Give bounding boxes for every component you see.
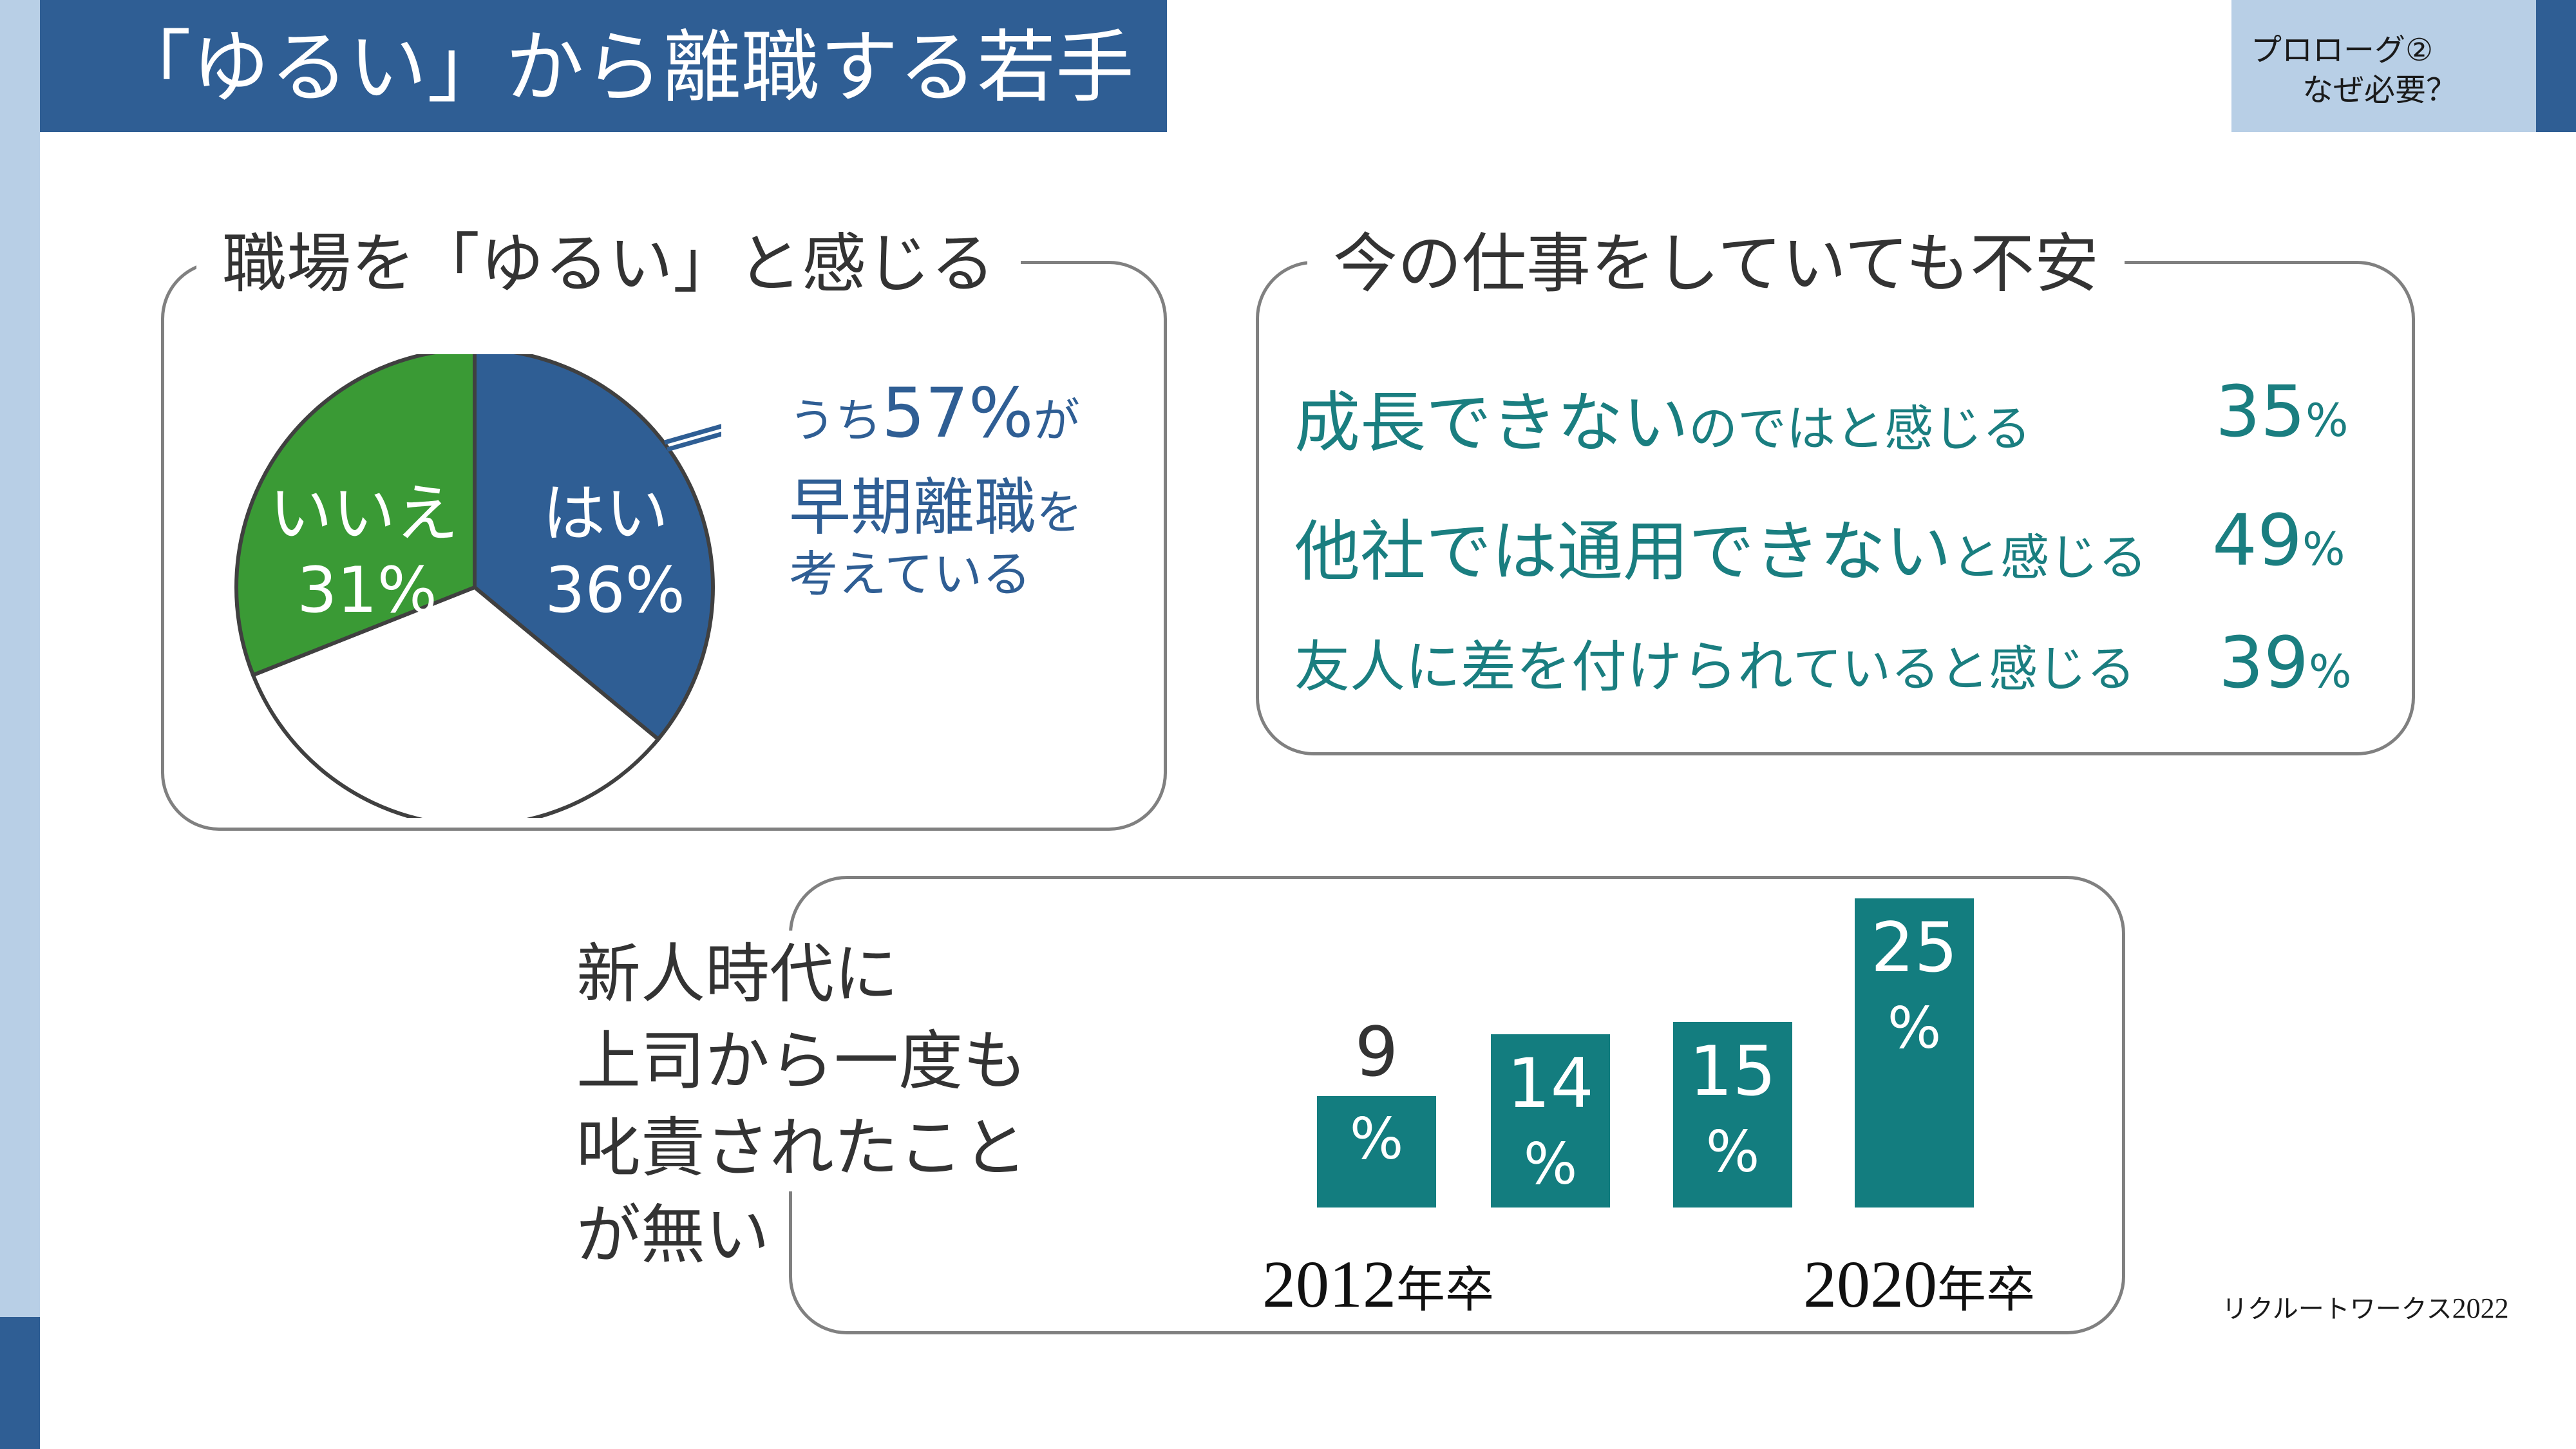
pie-label-yes: はい xyxy=(542,477,668,551)
callout-line-1: うち57%が xyxy=(789,374,1080,453)
prologue-tag xyxy=(2231,0,2536,132)
bar-percent-label: % xyxy=(1349,1106,1404,1172)
pie-slice-no xyxy=(234,354,477,678)
anxiety-panel-title: 今の仕事をしていても不安 xyxy=(1307,222,2125,306)
callout-main: 早期離職 xyxy=(789,471,1036,544)
prologue-subtitle: なぜ必要？ xyxy=(2302,72,2458,108)
callout-post: が xyxy=(1033,393,1080,448)
year-suffix: 年卒 xyxy=(1396,1261,1494,1318)
bar-question-line: 新人時代に xyxy=(576,931,898,1018)
anxiety-percent-value: 35 xyxy=(2215,370,2306,453)
percent-sign: % xyxy=(2308,645,2352,698)
anxiety-percent-value: 39 xyxy=(2219,621,2309,704)
year-label-2012: 2012年卒 xyxy=(1262,1246,1494,1323)
prologue-label: プロローグ② xyxy=(2251,32,2434,68)
bar-percent-label: % xyxy=(1705,1119,1760,1185)
bar-percent-label: % xyxy=(1887,995,1942,1061)
year-label-2020: 2020年卒 xyxy=(1803,1246,2035,1323)
right-accent-bar xyxy=(2536,0,2576,132)
anxiety-item-main: 友人に差を付けられ xyxy=(1294,635,1793,699)
bar-25 xyxy=(1855,898,1974,1208)
anxiety-item: 友人に差を付けられていると感じる xyxy=(1294,621,2136,702)
anxiety-item: 成長できないのではと感じる xyxy=(1294,370,2031,465)
percent-sign: % xyxy=(2305,394,2349,447)
title-banner xyxy=(40,0,1167,132)
bar-question-line: 叱責されたこと xyxy=(576,1104,1027,1191)
callout-pre: うち xyxy=(789,393,882,448)
source-year: 2022 xyxy=(2452,1293,2509,1324)
bar-value-label: 9 xyxy=(1354,1012,1399,1092)
bar-value-label: 15 xyxy=(1689,1032,1776,1111)
anxiety-percent-value: 49 xyxy=(2212,499,2302,582)
callout-line-3: 考えている xyxy=(789,545,1032,603)
anxiety-item-tail: ていると感じる xyxy=(1793,640,2136,697)
percent-sign: % xyxy=(2302,523,2345,576)
source-name: リクルートワークス xyxy=(2222,1294,2452,1324)
pie-slice-other xyxy=(251,585,661,818)
callout-value: 57% xyxy=(882,374,1034,453)
bar-value-label: 25 xyxy=(1871,908,1958,987)
year-number: 2012 xyxy=(1262,1247,1396,1321)
slide-title: 「ゆるい」から離職する若手 xyxy=(113,22,1134,113)
anxiety-item-main: 成長できない xyxy=(1294,385,1689,462)
anxiety-item-tail: のではと感じる xyxy=(1689,400,2031,457)
bar-percent-label: % xyxy=(1523,1131,1578,1197)
anxiety-percent: 49% xyxy=(2212,499,2345,582)
pie-slice-yes xyxy=(473,354,715,743)
pie-chart xyxy=(234,354,721,818)
anxiety-percent: 35% xyxy=(2215,370,2349,453)
bar-value-label: 14 xyxy=(1507,1044,1594,1123)
pie-value-no: 31% xyxy=(297,554,437,627)
pie-panel-title: 職場を「ゆるい」と感じる xyxy=(196,222,1021,306)
pie-label-no: いいえ xyxy=(269,477,459,551)
left-accent-bar xyxy=(0,0,40,1449)
anxiety-item-tail: と感じる xyxy=(1951,529,2147,586)
pie-value-yes: 36% xyxy=(545,554,685,627)
anxiety-item: 他社では通用できないと感じる xyxy=(1294,499,2147,594)
anxiety-item-main: 他社では通用できない xyxy=(1294,514,1951,591)
year-suffix: 年卒 xyxy=(1937,1261,2035,1318)
bar-question-line: が無い xyxy=(576,1191,770,1278)
callout-line-2: 早期離職を xyxy=(789,457,1083,547)
bar-question-line: 上司から一度も xyxy=(576,1018,1027,1104)
callout-tail: を xyxy=(1036,486,1083,540)
source-credit: リクルートワークス2022 xyxy=(2222,1288,2509,1325)
left-accent-bar-bottom xyxy=(0,1317,40,1449)
anxiety-percent: 39% xyxy=(2219,621,2352,704)
bar-15 xyxy=(1673,1022,1792,1208)
callout-leader-line xyxy=(667,431,721,452)
year-number: 2020 xyxy=(1803,1247,1937,1321)
bar-9 xyxy=(1317,1096,1436,1208)
bar-14 xyxy=(1491,1034,1610,1208)
callout-leader-line xyxy=(664,424,721,445)
